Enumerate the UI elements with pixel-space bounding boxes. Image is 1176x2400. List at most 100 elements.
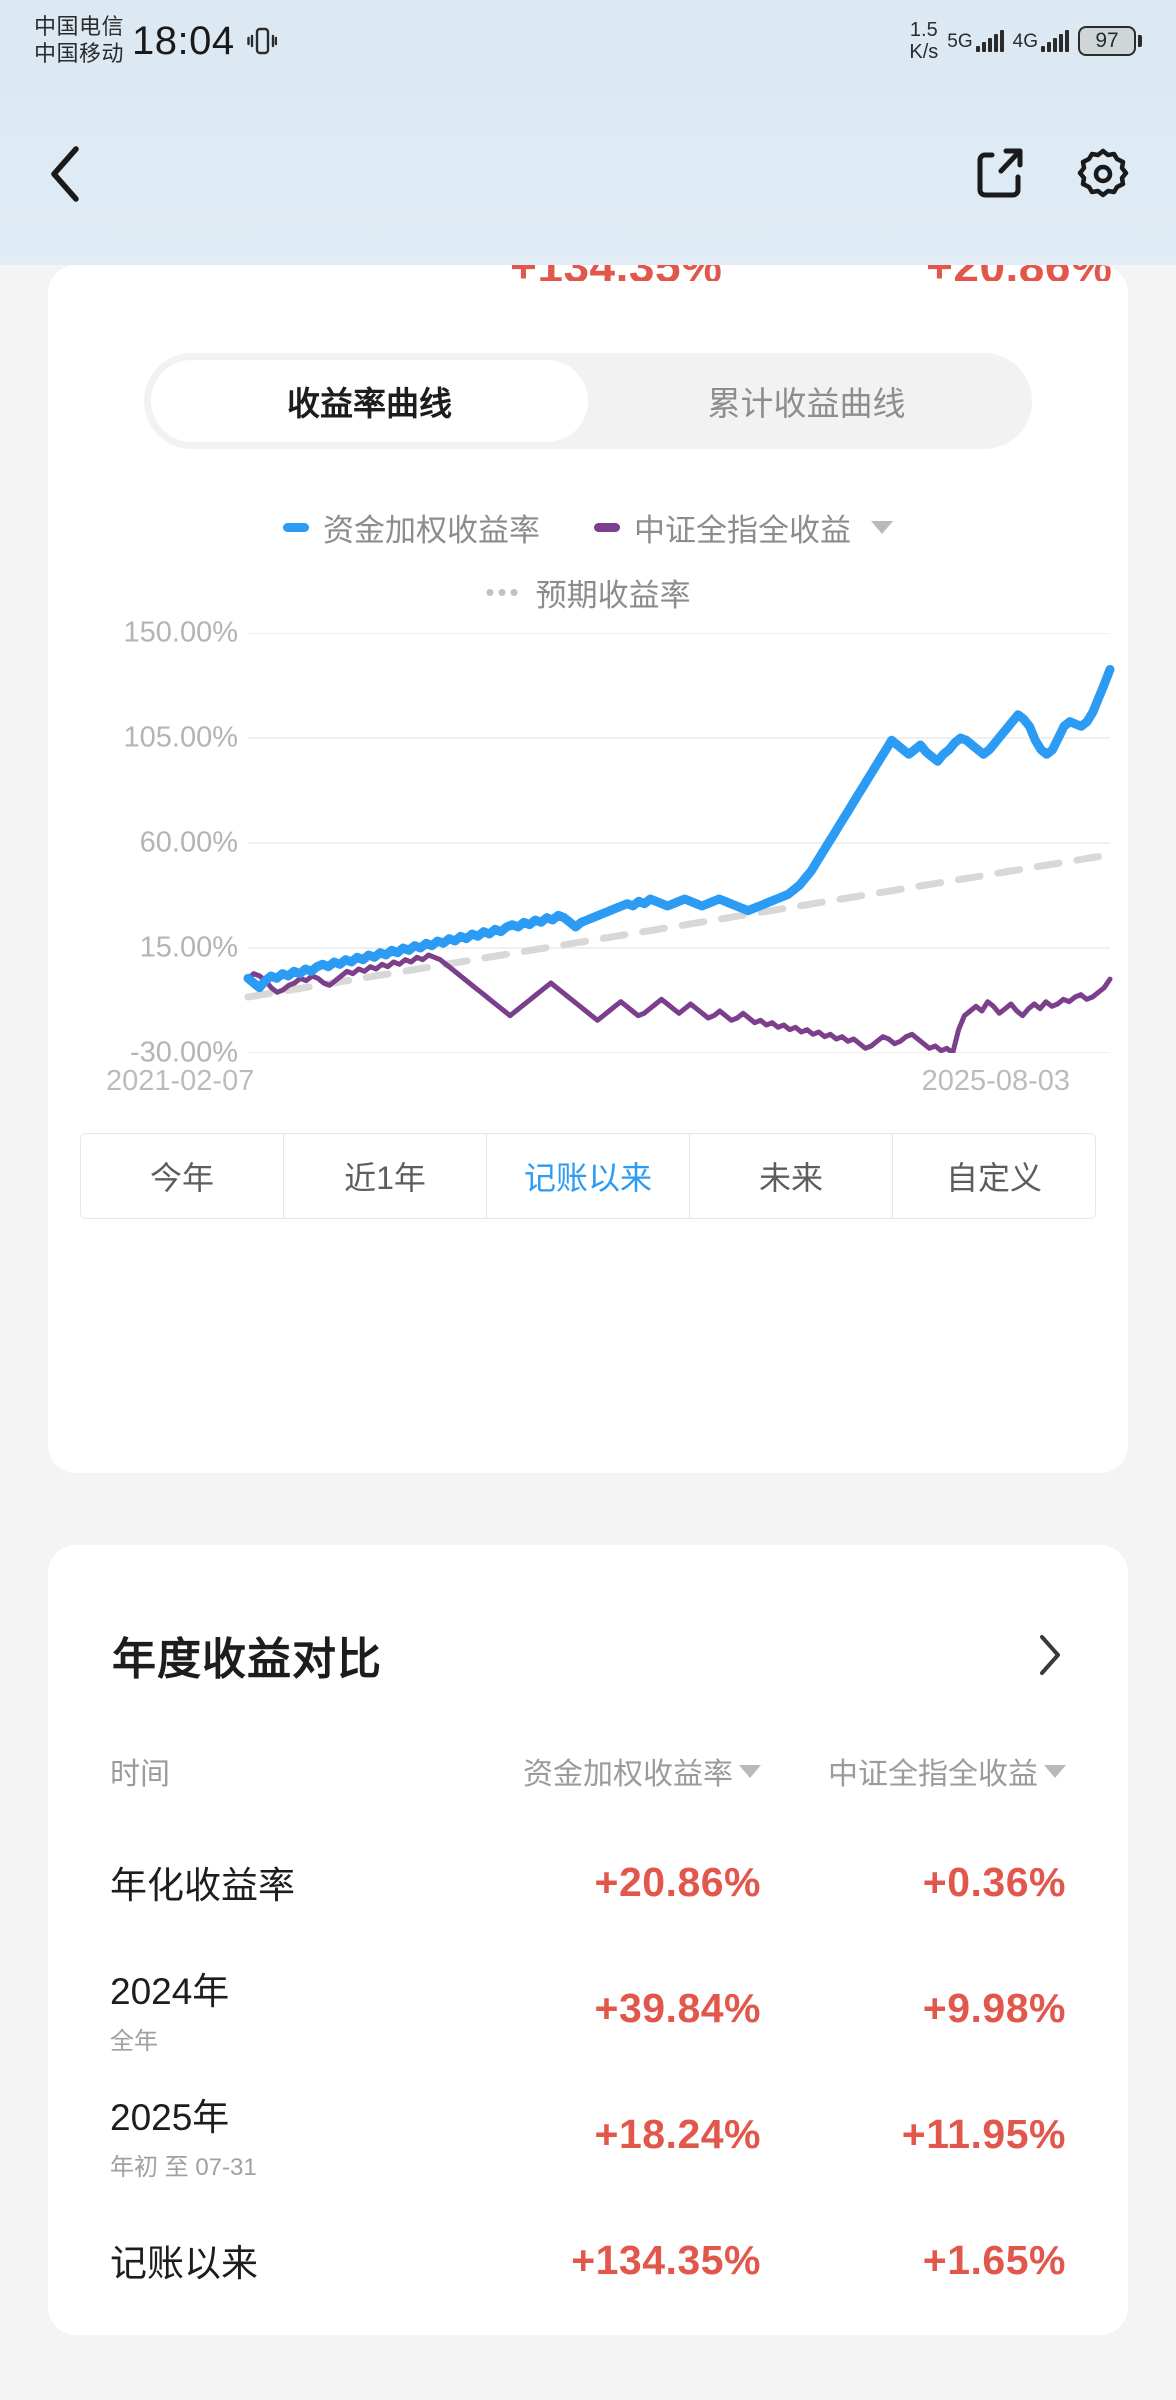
- row-label-cell: 记账以来: [76, 2233, 476, 2287]
- page-title: 年度收益对比: [112, 1635, 382, 1684]
- x-tick-label-start: 2021-02-07: [106, 1065, 255, 1097]
- table-row[interactable]: 年化收益率 +20.86% +0.36%: [48, 1819, 1128, 1945]
- row-label: 2025年: [110, 2096, 230, 2138]
- x-tick-label-end: 2025-08-03: [921, 1065, 1070, 1097]
- status-bar-clock: 18:04: [132, 18, 235, 63]
- return-curve-card: +134.35% +20.86% 收益率曲线 累计收益曲线 资金加权收益率 中证…: [48, 265, 1128, 1473]
- signal-2-label: 4G: [1012, 31, 1038, 52]
- comparison-table: 时间 资金加权收益率 中证全指全收益 年化收益率: [48, 1723, 1128, 2323]
- chevron-down-icon-legend[interactable]: [871, 521, 893, 534]
- row-value-cell-1: +134.35%: [476, 2237, 781, 2284]
- row-label: 记账以来: [110, 2243, 258, 2284]
- legend-label-csi-index: 中证全指全收益: [634, 513, 851, 548]
- column-header-time-label: 时间: [110, 1758, 170, 1791]
- battery-icon: 97: [1078, 26, 1142, 56]
- row-value-csi: +11.95%: [901, 2110, 1066, 2157]
- row-value-weighted: +18.24%: [594, 2110, 761, 2157]
- legend-item-expected-return: ••• 预期收益率: [485, 570, 690, 615]
- network-speed-unit: K/s: [909, 41, 939, 63]
- tab-return-rate-curve[interactable]: 收益率曲线: [151, 360, 588, 442]
- row-label-cell: 2025年 年初 至 07-31: [76, 2087, 476, 2182]
- back-chevron-icon[interactable]: [46, 143, 88, 205]
- row-value-csi: +9.98%: [922, 1984, 1066, 2031]
- carrier-2: 中国移动: [34, 41, 125, 66]
- chart-tab-group: 收益率曲线 累计收益曲线: [144, 353, 1032, 449]
- clipped-summary-value-right: +20.86%: [926, 265, 1112, 281]
- table-row[interactable]: 2025年 年初 至 07-31 +18.24% +11.95%: [48, 2071, 1128, 2197]
- card-header[interactable]: 年度收益对比: [48, 1623, 1128, 1687]
- row-value-cell-2: +0.36%: [781, 1859, 1100, 1906]
- table-row[interactable]: 记账以来 +134.35% +1.65%: [48, 2197, 1128, 2323]
- signal-indicator-1: 5G: [947, 30, 1004, 52]
- clipped-summary-value-left: +134.35%: [510, 265, 722, 281]
- legend-label-weighted-return: 资金加权收益率: [323, 513, 540, 548]
- column-header-weighted-return-label: 资金加权收益率: [523, 1758, 733, 1791]
- legend-label-expected-return: 预期收益率: [535, 578, 691, 613]
- signal-1-label: 5G: [947, 31, 973, 52]
- row-value-csi: +0.36%: [922, 1858, 1066, 1905]
- row-value-cell-1: +20.86%: [476, 1859, 781, 1906]
- chevron-down-icon-col-1[interactable]: [739, 1764, 761, 1778]
- y-tick-label: -30.00%: [129, 1036, 238, 1069]
- gear-icon[interactable]: [1076, 147, 1130, 201]
- network-speed-indicator: 1.5 K/s: [909, 19, 938, 63]
- chart-legend-row-1: 资金加权收益率 中证全指全收益: [48, 505, 1128, 550]
- range-button-future[interactable]: 未来: [690, 1134, 893, 1218]
- vibrate-icon: [246, 24, 277, 58]
- column-header-csi-return[interactable]: 中证全指全收益: [781, 1749, 1100, 1793]
- tab-cumulative-return-curve[interactable]: 累计收益曲线: [707, 385, 906, 422]
- column-header-weighted-return[interactable]: 资金加权收益率: [476, 1749, 781, 1793]
- range-button-last-1-year[interactable]: 近1年: [284, 1134, 487, 1218]
- y-tick-label: 105.00%: [123, 721, 239, 754]
- battery-cap: [1138, 35, 1142, 47]
- row-value-cell-2: +9.98%: [781, 1985, 1100, 2032]
- annual-return-comparison-card: 年度收益对比 时间 资金加权收益率: [48, 1545, 1128, 2335]
- nav-bar: [0, 82, 1176, 265]
- row-value-cell-2: +1.65%: [781, 2237, 1100, 2284]
- carrier-names: 中国电信 中国移动: [34, 14, 124, 68]
- chevron-down-icon-col-2[interactable]: [1044, 1764, 1066, 1778]
- clipped-summary-row: +134.35% +20.86%: [48, 265, 1128, 281]
- table-row[interactable]: 2024年 全年 +39.84% +9.98%: [48, 1945, 1128, 2071]
- chart-x-axis: 2021-02-07 2025-08-03: [48, 1065, 1128, 1098]
- column-header-time: 时间: [76, 1749, 476, 1793]
- row-label-cell: 2024年 全年: [76, 1961, 476, 2056]
- signal-indicator-2: 4G: [1013, 30, 1069, 52]
- legend-swatch-purple-icon: [594, 523, 620, 532]
- y-tick-label: 150.00%: [123, 616, 239, 649]
- chart-legend-row-2: ••• 预期收益率: [48, 570, 1128, 615]
- y-tick-label: 15.00%: [139, 931, 238, 964]
- row-label: 2024年: [110, 1970, 230, 2012]
- row-label: 年化收益率: [110, 1865, 295, 1906]
- row-value-cell-2: +11.95%: [781, 2111, 1100, 2158]
- legend-item-weighted-return[interactable]: 资金加权收益率: [283, 505, 540, 550]
- y-tick-label: 60.00%: [139, 826, 238, 859]
- row-value-weighted: +20.86%: [594, 1858, 761, 1905]
- status-bar-left: 中国电信 中国移动 18:04: [34, 14, 277, 68]
- range-button-custom[interactable]: 自定义: [893, 1134, 1095, 1218]
- carrier-1: 中国电信: [34, 14, 125, 40]
- time-range-button-group: 今年 近1年 记账以来 未来 自定义: [80, 1133, 1096, 1219]
- chevron-right-icon[interactable]: [1034, 1631, 1064, 1679]
- row-sublabel: 年初 至 07-31: [110, 2153, 257, 2181]
- table-header-row: 时间 资金加权收益率 中证全指全收益: [48, 1723, 1128, 1819]
- legend-item-csi-index[interactable]: 中证全指全收益: [594, 505, 893, 550]
- row-value-cell-1: +39.84%: [476, 1985, 781, 2032]
- status-bar-right: 1.5 K/s 5G 4G 97: [909, 19, 1142, 63]
- row-value-csi: +1.65%: [922, 2236, 1066, 2283]
- status-bar: 中国电信 中国移动 18:04 1.5 K/s 5G 4G: [0, 0, 1176, 82]
- network-speed-value: 1.5: [909, 19, 938, 41]
- row-sublabel: 全年: [110, 2027, 158, 2055]
- share-icon[interactable]: [974, 147, 1026, 201]
- legend-swatch-blue-icon: [283, 523, 309, 532]
- row-value-cell-1: +18.24%: [476, 2111, 781, 2158]
- chart-plot-area[interactable]: [48, 632, 1128, 1056]
- range-button-this-year[interactable]: 今年: [81, 1134, 284, 1218]
- signal-bars-icon-1: [975, 30, 1004, 52]
- range-button-since-inception[interactable]: 记账以来: [487, 1134, 690, 1218]
- row-value-weighted: +134.35%: [571, 2236, 761, 2283]
- nav-bar-actions: [974, 147, 1130, 201]
- chart-y-axis: 150.00% 105.00% 60.00% 15.00% -30.00%: [48, 617, 248, 1069]
- row-value-weighted: +39.84%: [594, 1984, 761, 2031]
